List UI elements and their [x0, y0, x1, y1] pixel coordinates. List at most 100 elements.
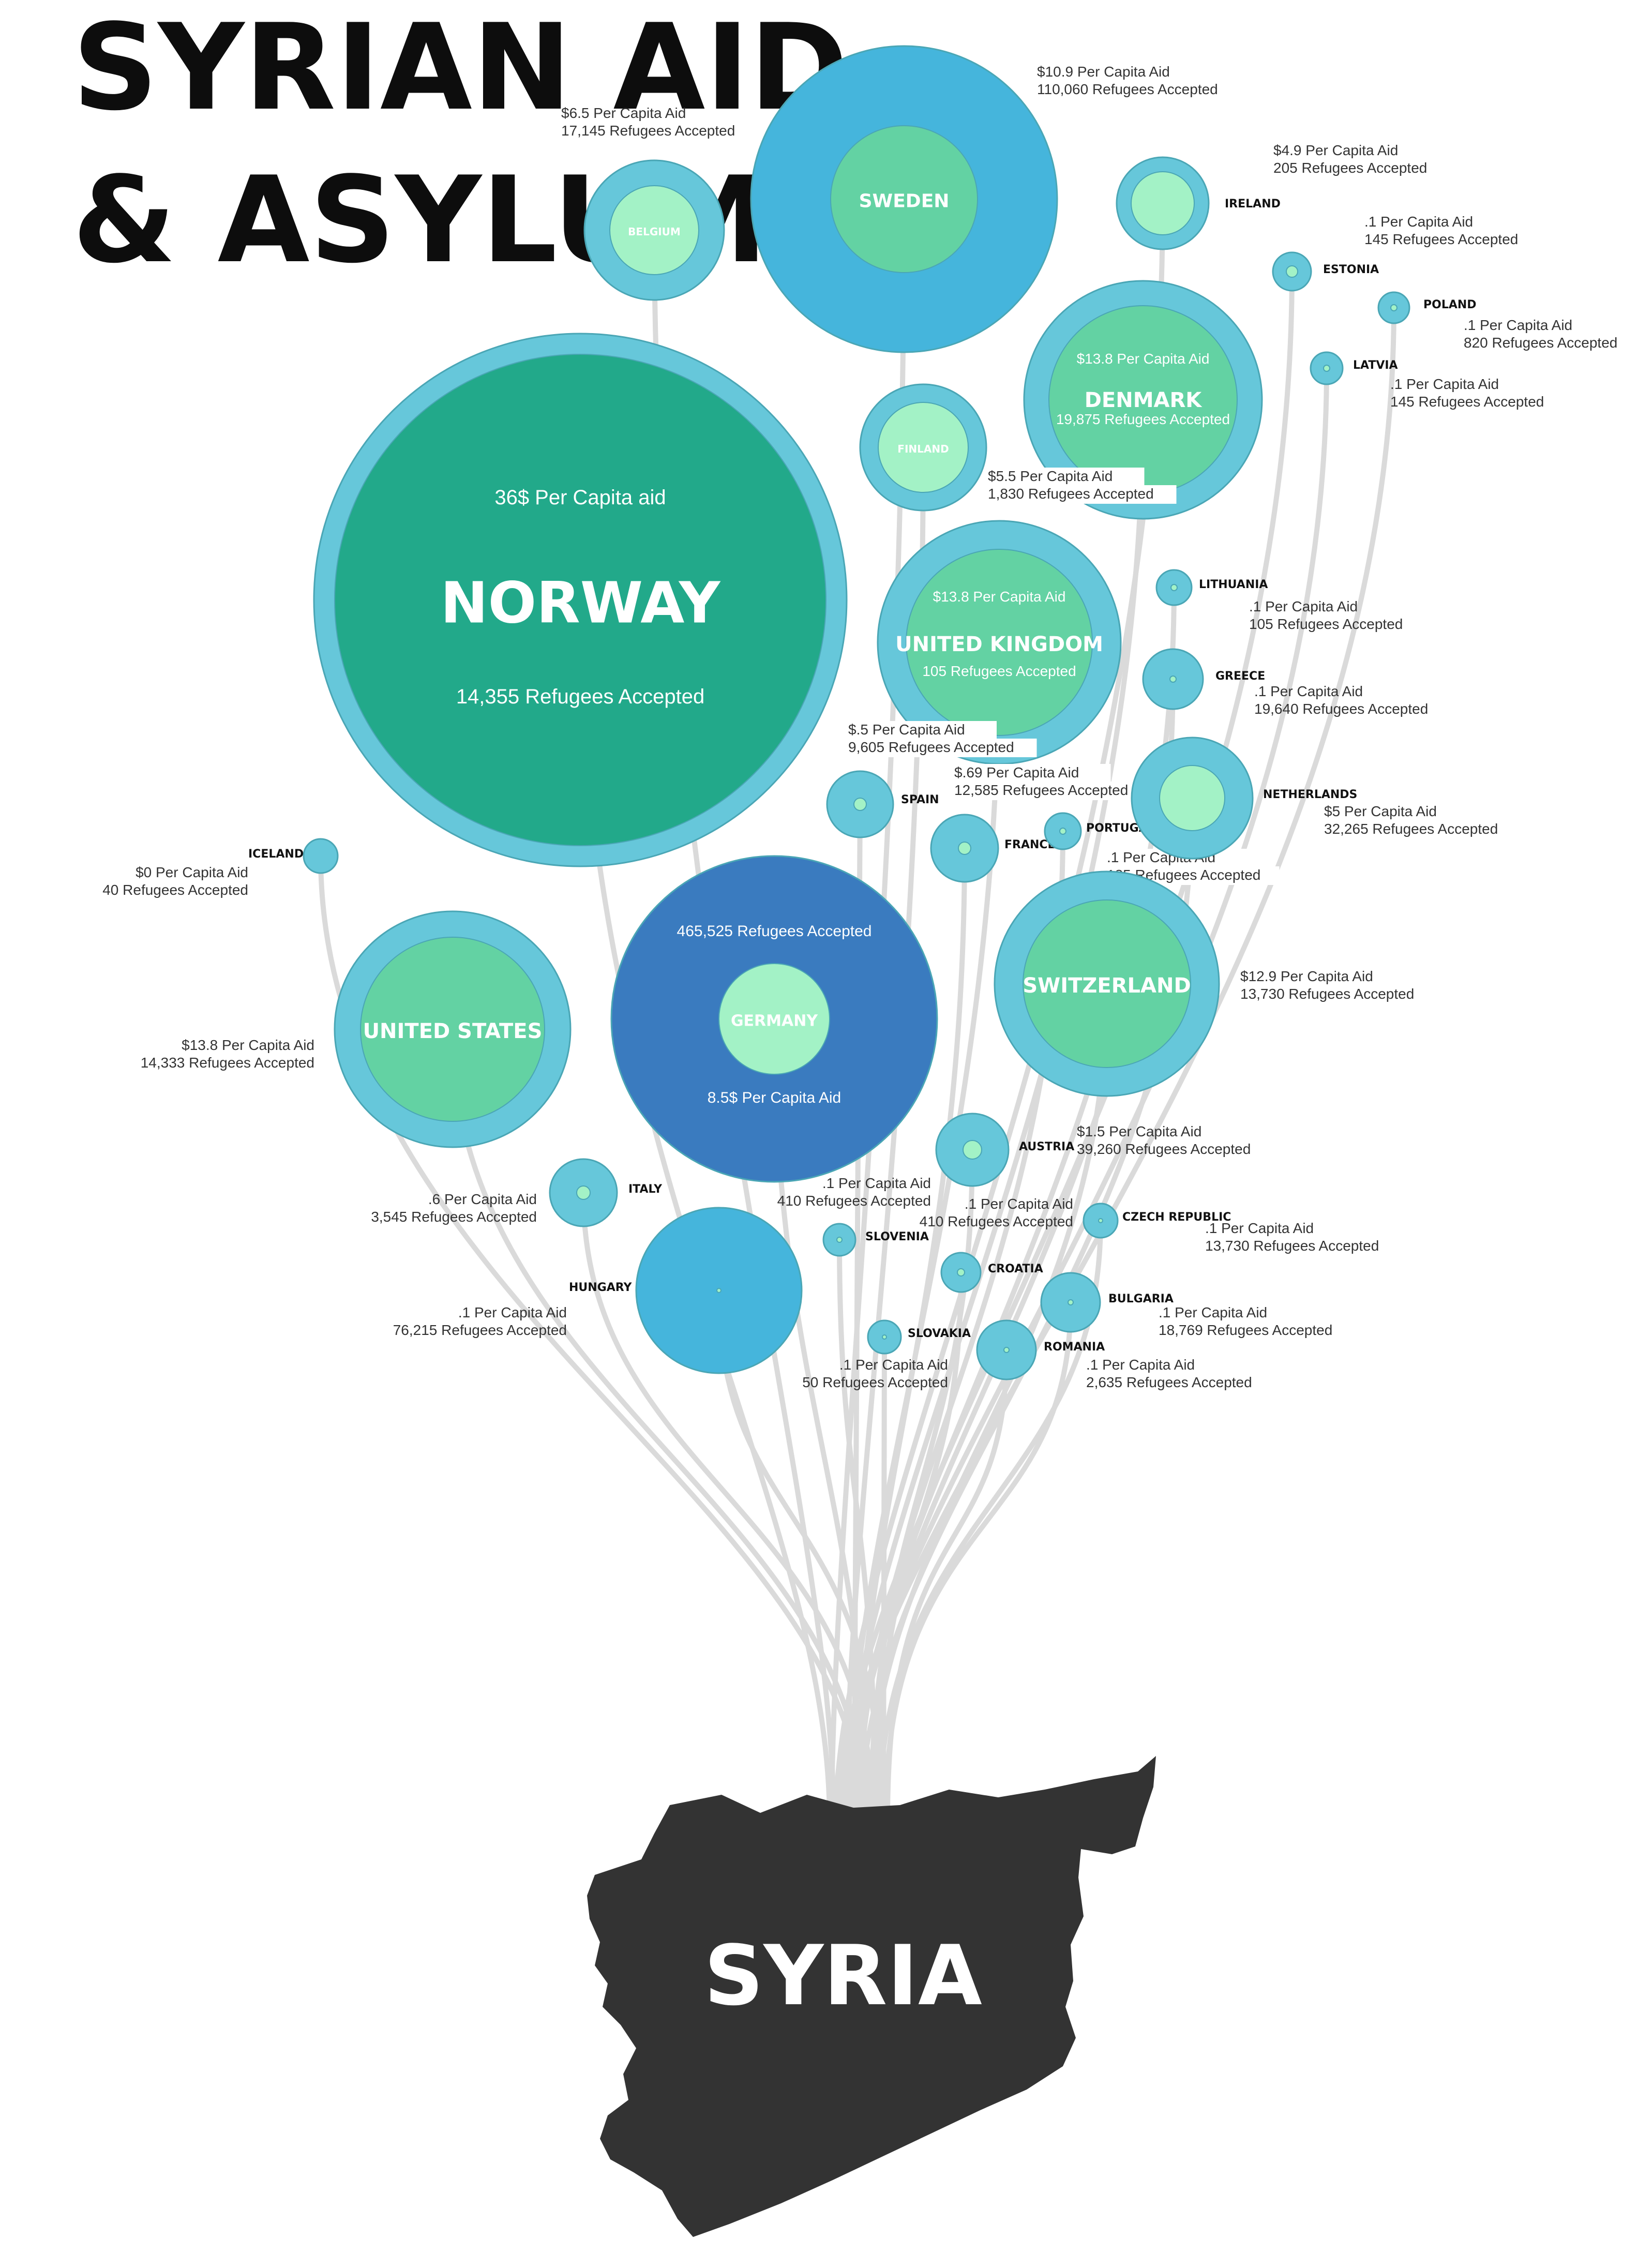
latvia-aid: .1 Per Capita Aid	[1390, 376, 1499, 392]
switzerland-inner-circle	[1023, 899, 1191, 1068]
austria-aid: $1.5 Per Capita Aid	[1077, 1123, 1201, 1139]
country-iceland: ICELAND$0 Per Capita Aid 40 Refugees Acce…	[102, 838, 339, 898]
france-aid: $.69 Per Capita Aid	[954, 764, 1079, 780]
lithuania-aid: .1 Per Capita Aid	[1249, 598, 1358, 614]
czech-republic-refugees: 13,730 Refugees Accepted	[1205, 1238, 1379, 1254]
sweden-name: SWEDEN	[859, 191, 950, 212]
portugal-inner-circle	[1059, 828, 1066, 835]
connector-line-hungary	[716, 1290, 884, 1821]
hungary-aid: .1 Per Capita Aid	[458, 1304, 567, 1320]
netherlands-refugees: 32,265 Refugees Accepted	[1324, 821, 1498, 837]
united-states-aid: $13.8 Per Capita Aid	[182, 1037, 314, 1053]
united-states-refugees: 14,333 Refugees Accepted	[141, 1055, 314, 1071]
denmark-refugees: 19,875 Refugees Accepted	[1056, 411, 1230, 427]
france-aid-bg	[950, 764, 1111, 783]
slovakia-refugees: 50 Refugees Accepted	[802, 1374, 948, 1390]
connector-line-united-states	[450, 1029, 867, 1821]
czech-republic-name: CZECH REPUBLIC	[1122, 1211, 1231, 1224]
belgium-name: BELGIUM	[628, 226, 681, 238]
croatia-aid: .1 Per Capita Aid	[965, 1196, 1073, 1212]
connector-line-france	[854, 848, 967, 1821]
connector-line-italy	[581, 1192, 876, 1821]
united-kingdom-refugees: 105 Refugees Accepted	[922, 663, 1076, 679]
latvia-inner-circle	[1323, 365, 1330, 372]
bulgaria-aid: .1 Per Capita Aid	[1159, 1304, 1267, 1320]
czech-republic-inner-circle	[1098, 1218, 1103, 1223]
iceland-outer-circle	[303, 838, 339, 874]
syria-map: SYRIA	[587, 1756, 1156, 2237]
france-inner-circle	[958, 842, 971, 855]
austria-inner-circle	[963, 1140, 982, 1160]
norway-aid: 36$ Per Capita aid	[494, 486, 666, 509]
ireland-aid: $4.9 Per Capita Aid	[1273, 142, 1398, 158]
greece-inner-circle	[1169, 675, 1177, 683]
country-lithuania: LITHUANIA .1 Per Capita Aid 105 Refugees A…	[1155, 569, 1403, 632]
france-refugees-bg	[950, 782, 1151, 800]
latvia-name: LATVIA	[1353, 359, 1398, 372]
hungary-refugees: 76,215 Refugees Accepted	[393, 1322, 567, 1338]
spain-refugees: 9,605 Refugees Accepted	[848, 739, 1014, 755]
country-latvia: LATVIA .1 Per Capita Aid 145 Refugees Acce…	[1310, 351, 1544, 410]
slovenia-refugees: 410 Refugees Accepted	[777, 1193, 931, 1209]
belgium-inner-circle	[609, 185, 699, 275]
country-slovenia: SLOVENIA .1 Per Capita Aid 410 Refugees Ac…	[777, 1175, 931, 1257]
denmark-aid: $13.8 Per Capita Aid	[1077, 351, 1210, 367]
ireland-name: IRELAND	[1225, 198, 1281, 211]
country-denmark: DENMARK $13.8 Per Capita Aid 19,875 Refuge…	[1023, 280, 1263, 520]
france-refugees: 12,585 Refugees Accepted	[954, 782, 1128, 798]
croatia-name: CROATIA	[988, 1263, 1043, 1275]
croatia-refugees: 410 Refugees Accepted	[920, 1213, 1073, 1229]
netherlands-aid: $5 Per Capita Aid	[1324, 803, 1437, 819]
country-austria: AUSTRIA$1.5 Per Capita Aid 39,260 Refugee…	[935, 1113, 1251, 1187]
spain-name: SPAIN	[901, 793, 939, 806]
switzerland-name: SWITZERLAND	[1023, 974, 1191, 998]
italy-aid: .6 Per Capita Aid	[428, 1191, 537, 1207]
romania-inner-circle	[1003, 1347, 1010, 1353]
united-kingdom-inner-circle	[906, 549, 1093, 736]
united-states-inner-circle	[360, 937, 545, 1122]
country-bubbles: NORWAY 36$ Per Capita aid 14,355 Refugees …	[102, 45, 1617, 1390]
country-hungary: HUNGARY.1 Per Capita Aid 76,215 Refugees …	[393, 1207, 803, 1374]
sweden-aid: $10.9 Per Capita Aid	[1037, 64, 1170, 80]
romania-name: ROMANIA	[1044, 1341, 1105, 1354]
greece-aid: .1 Per Capita Aid	[1254, 683, 1363, 699]
italy-inner-circle	[576, 1185, 591, 1200]
spain-aid-bg	[844, 721, 997, 740]
slovenia-aid: .1 Per Capita Aid	[822, 1175, 931, 1191]
sweden-inner-circle	[830, 125, 978, 273]
bulgaria-inner-circle	[1068, 1299, 1074, 1305]
poland-name: POLAND	[1423, 298, 1477, 311]
estonia-inner-circle	[1286, 265, 1298, 278]
germany-refugees: 465,525 Refugees Accepted	[677, 923, 872, 940]
slovenia-name: SLOVENIA	[865, 1230, 929, 1243]
croatia-inner-circle	[957, 1268, 965, 1276]
lithuania-refugees: 105 Refugees Accepted	[1249, 616, 1403, 632]
country-ireland: IRELAND $4.9 Per Capita Aid 205 Refugees A…	[1116, 142, 1427, 250]
iceland-refugees: 40 Refugees Accepted	[102, 882, 248, 898]
sweden-refugees: 110,060 Refugees Accepted	[1037, 81, 1218, 97]
belgium-aid: $6.5 Per Capita Aid	[561, 105, 686, 121]
country-italy: ITALY .6 Per Capita Aid 3,545 Refugees Acc…	[371, 1158, 663, 1227]
netherlands-name: NETHERLANDS	[1263, 788, 1357, 801]
country-czech-republic: CZECH REPUBLIC.1 Per Capita Aid 13,730 Re…	[1083, 1203, 1379, 1254]
iceland-aid: $0 Per Capita Aid	[136, 864, 248, 880]
country-belgium: BELGIUM $6.5 Per Capita Aid 17,145 Refugee…	[561, 105, 735, 301]
lithuania-name: LITHUANIA	[1199, 578, 1268, 591]
netherlands-inner-circle	[1159, 765, 1225, 831]
slovakia-inner-circle	[882, 1334, 887, 1340]
ireland-inner-circle	[1131, 171, 1195, 235]
finland-aid-bg	[984, 468, 1145, 486]
lithuania-inner-circle	[1170, 584, 1178, 591]
switzerland-refugees: 13,730 Refugees Accepted	[1240, 986, 1414, 1002]
latvia-refugees: 145 Refugees Accepted	[1390, 394, 1544, 410]
germany-aid: 8.5$ Per Capita Aid	[708, 1089, 841, 1106]
finland-inner-circle	[878, 402, 969, 493]
poland-aid: .1 Per Capita Aid	[1464, 317, 1572, 333]
country-bulgaria: BULGARIA.1 Per Capita Aid 18,769 Refugees…	[1040, 1272, 1332, 1338]
germany-name: GERMANY	[731, 1012, 818, 1030]
